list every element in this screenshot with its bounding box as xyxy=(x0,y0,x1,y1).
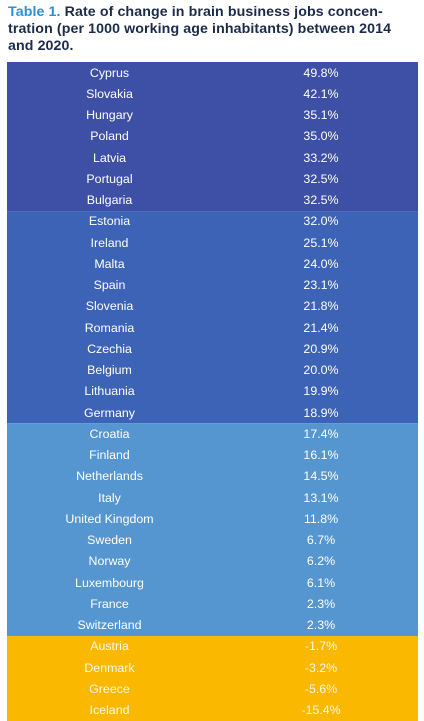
value-cell: 13.1% xyxy=(303,490,339,505)
value-cell: 17.4% xyxy=(303,426,339,441)
table-row: Finland 16.1% xyxy=(7,444,418,466)
table-row: Belgium 20.0% xyxy=(7,359,418,381)
table-row: Romania 21.4% xyxy=(7,317,418,339)
value-cell: 21.4% xyxy=(303,320,339,335)
value-cell: 35.0% xyxy=(303,129,339,144)
country-cell: Germany xyxy=(84,405,135,420)
value-cell: 32.0% xyxy=(303,214,339,229)
country-cell: Norway xyxy=(88,554,131,569)
table-row: Portugal 32.5% xyxy=(7,168,418,190)
table-row: Lithuania 19.9% xyxy=(7,380,418,402)
country-cell: Italy xyxy=(98,490,121,505)
country-cell: Greece xyxy=(89,681,130,696)
table-row: Latvia 33.2% xyxy=(7,147,418,169)
value-cell: 19.9% xyxy=(303,384,339,399)
country-cell: Lithuania xyxy=(84,384,135,399)
country-cell: Estonia xyxy=(88,214,131,229)
table-row: Sweden 6.7% xyxy=(7,529,418,551)
table-row: United Kingdom 11.8% xyxy=(7,508,418,530)
value-cell: 23.1% xyxy=(303,278,339,293)
value-cell: -15.4% xyxy=(301,703,341,718)
table-row: Denmark -3.2% xyxy=(7,657,418,679)
country-cell: Denmark xyxy=(84,660,135,675)
country-cell: Switzerland xyxy=(77,618,142,633)
country-cell: Sweden xyxy=(87,533,132,548)
table-row: Malta 24.0% xyxy=(7,253,418,275)
table-row: Netherlands 14.5% xyxy=(7,465,418,487)
country-cell: Latvia xyxy=(92,150,127,165)
table-row: Greece -5.6% xyxy=(7,678,418,700)
country-cell: Finland xyxy=(89,448,130,463)
table-row: Slovakia 42.1% xyxy=(7,83,418,105)
country-cell: Luxembourg xyxy=(75,575,144,590)
table-row: Cyprus 49.8% xyxy=(7,62,418,84)
country-cell: Netherlands xyxy=(76,469,143,484)
table-caption: Table 1. Rate of change in brain busines… xyxy=(8,4,420,55)
value-cell: 24.0% xyxy=(303,256,339,271)
value-cell: 6.2% xyxy=(306,554,336,569)
value-cell: 20.0% xyxy=(303,363,339,378)
country-cell: Austria xyxy=(90,639,129,654)
country-cell: Slovakia xyxy=(86,86,133,101)
value-cell: -1.7% xyxy=(304,639,338,654)
value-cell: 18.9% xyxy=(303,405,339,420)
table-row: Czechia 20.9% xyxy=(7,338,418,360)
table-row: Iceland -15.4% xyxy=(7,699,418,721)
value-cell: 49.8% xyxy=(303,65,339,80)
country-cell: Spain xyxy=(93,278,126,293)
value-cell: 11.8% xyxy=(303,511,339,526)
country-cell: Cyprus xyxy=(89,65,130,80)
value-cell: 35.1% xyxy=(303,108,339,123)
country-cell: Romania xyxy=(84,320,135,335)
table-row: Switzerland 2.3% xyxy=(7,614,418,636)
country-cell: Portugal xyxy=(86,171,133,186)
table-row: Slovenia 21.8% xyxy=(7,295,418,317)
table-row: Germany 18.9% xyxy=(7,402,418,424)
country-cell: Iceland xyxy=(89,703,130,718)
country-cell: Ireland xyxy=(90,235,129,250)
country-cell: Slovenia xyxy=(85,299,134,314)
value-cell: 16.1% xyxy=(303,448,339,463)
table-row: Spain 23.1% xyxy=(7,274,418,296)
table-row: Luxembourg 6.1% xyxy=(7,572,418,594)
country-cell: Hungary xyxy=(86,108,133,123)
table-row: France 2.3% xyxy=(7,593,418,615)
value-cell: 21.8% xyxy=(303,299,339,314)
table-row: Austria -1.7% xyxy=(7,635,418,657)
country-cell: Poland xyxy=(90,129,129,144)
value-cell: 14.5% xyxy=(303,469,339,484)
table-row: Poland 35.0% xyxy=(7,125,418,147)
table-row: Ireland 25.1% xyxy=(7,232,418,254)
value-cell: 2.3% xyxy=(306,596,336,611)
table-caption-label: Table 1. xyxy=(8,4,61,20)
country-cell: Croatia xyxy=(89,426,130,441)
value-cell: 25.1% xyxy=(303,235,339,250)
table-row: Norway 6.2% xyxy=(7,550,418,572)
country-cell: Belgium xyxy=(87,363,132,378)
value-cell: 32.5% xyxy=(303,171,339,186)
country-cell: Czechia xyxy=(87,341,132,356)
value-cell: 2.3% xyxy=(306,618,336,633)
value-cell: 32.5% xyxy=(303,193,339,208)
country-cell: France xyxy=(90,596,129,611)
table-row: Bulgaria 32.5% xyxy=(7,189,418,211)
value-cell: 33.2% xyxy=(303,150,339,165)
table-row: Croatia 17.4% xyxy=(7,423,418,445)
country-cell: Malta xyxy=(94,256,125,271)
table-caption-text: Rate of change in brain business jobs co… xyxy=(8,4,392,54)
data-table: Cyprus 49.8% Slovakia 42.1% Hungary 35.1% Pola… xyxy=(7,62,418,721)
country-cell: Bulgaria xyxy=(86,193,133,208)
table-row: Estonia 32.0% xyxy=(7,210,418,232)
value-cell: 6.1% xyxy=(306,575,336,590)
value-cell: -5.6% xyxy=(304,681,338,696)
table-row: Hungary 35.1% xyxy=(7,104,418,126)
country-cell: United Kingdom xyxy=(65,511,154,526)
value-cell: 6.7% xyxy=(306,533,336,548)
value-cell: 20.9% xyxy=(303,341,339,356)
table-row: Italy 13.1% xyxy=(7,487,418,509)
value-cell: 42.1% xyxy=(303,86,339,101)
value-cell: -3.2% xyxy=(304,660,338,675)
